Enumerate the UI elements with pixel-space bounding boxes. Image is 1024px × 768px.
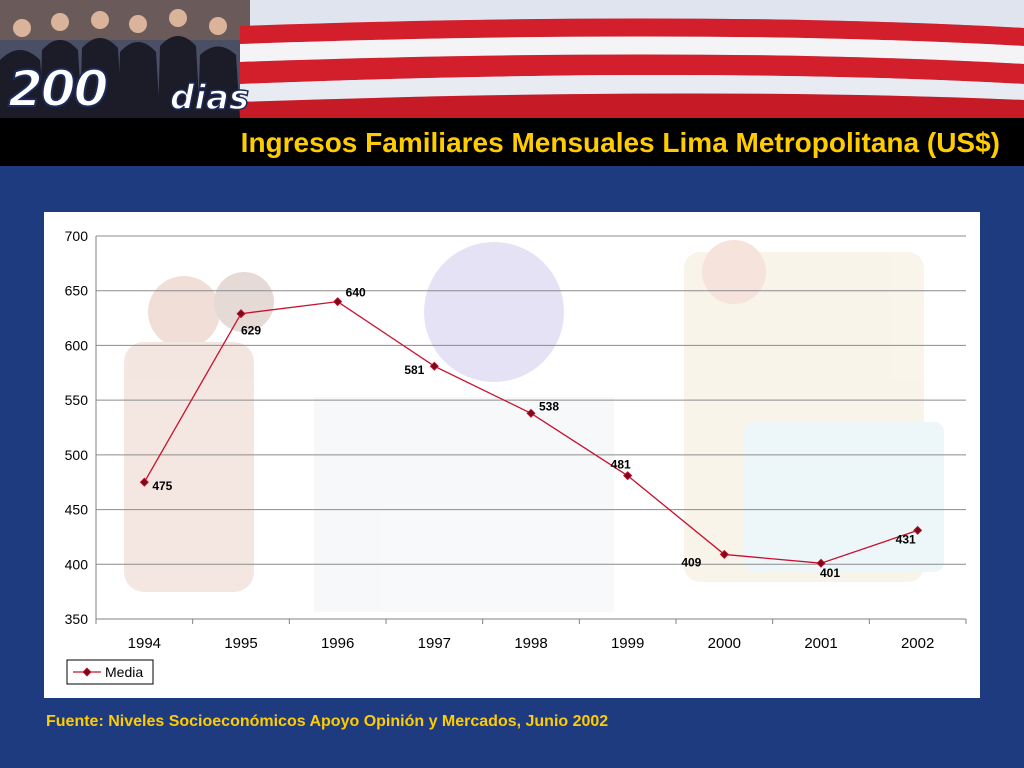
chart-panel: 350 400 450 500 550 600 650 700 1994 1995 1996 199… [44, 212, 980, 698]
data-point [139, 477, 149, 487]
logo-number: 200 [7, 59, 109, 118]
y-tick-label: 400 [65, 556, 89, 572]
legend-swatch-marker [82, 667, 92, 677]
data-labels: 475 629 640 581 538 481 409 401 431 [152, 286, 916, 581]
data-label: 409 [681, 555, 701, 569]
y-tick-labels: 350 400 450 500 550 600 650 700 [65, 228, 89, 627]
title-bar: Ingresos Familiares Mensuales Lima Metro… [0, 118, 1024, 166]
slide-title: Ingresos Familiares Mensuales Lima Metro… [240, 127, 1000, 158]
source-note: Fuente: Niveles Socioeconómicos Apoyo Op… [46, 713, 609, 730]
data-point [719, 549, 729, 560]
data-label: 581 [404, 363, 424, 377]
x-tick-label: 1998 [514, 635, 547, 652]
data-label: 431 [896, 532, 916, 546]
logo-word: dias [169, 77, 250, 118]
x-tick-label: 1996 [321, 635, 354, 652]
y-tick-label: 650 [65, 283, 89, 299]
y-tick-label: 350 [65, 611, 89, 627]
series-media [139, 297, 923, 568]
legend-label: Media [105, 664, 143, 680]
flag-banner-graphic [0, 0, 1024, 118]
data-label: 475 [152, 479, 172, 493]
background-illustration [124, 240, 944, 612]
x-tick-labels: 1994 1995 1996 1997 1998 1999 2000 2001 2002 [128, 635, 935, 652]
data-point [526, 408, 536, 418]
data-label: 481 [611, 458, 631, 472]
y-tick-label: 500 [65, 447, 89, 463]
data-point [429, 361, 439, 371]
logo-200-dias: 200 dias [7, 59, 278, 118]
y-tick-label: 700 [65, 228, 89, 244]
x-tick-label: 2002 [901, 635, 934, 652]
x-tick-label: 1999 [611, 635, 644, 652]
x-tick-label: 1995 [224, 635, 257, 652]
data-label: 538 [539, 399, 559, 413]
data-point [913, 525, 923, 535]
y-tick-label: 450 [65, 502, 89, 518]
x-tick-label: 2000 [708, 635, 741, 652]
data-label: 401 [820, 566, 840, 580]
x-tick-label: 2001 [804, 635, 837, 652]
data-point [333, 297, 343, 307]
data-label: 629 [241, 324, 261, 338]
y-tick-label: 550 [65, 392, 89, 408]
data-point [623, 471, 633, 481]
legend: Media [66, 659, 154, 685]
data-point [816, 558, 826, 568]
data-label: 640 [346, 286, 366, 300]
x-tick-label: 1997 [418, 635, 451, 652]
y-tick-label: 600 [65, 337, 89, 353]
x-tick-label: 1994 [128, 635, 161, 652]
axes [95, 236, 967, 624]
data-point [236, 309, 246, 319]
header-banner: 200 dias [0, 0, 1024, 118]
